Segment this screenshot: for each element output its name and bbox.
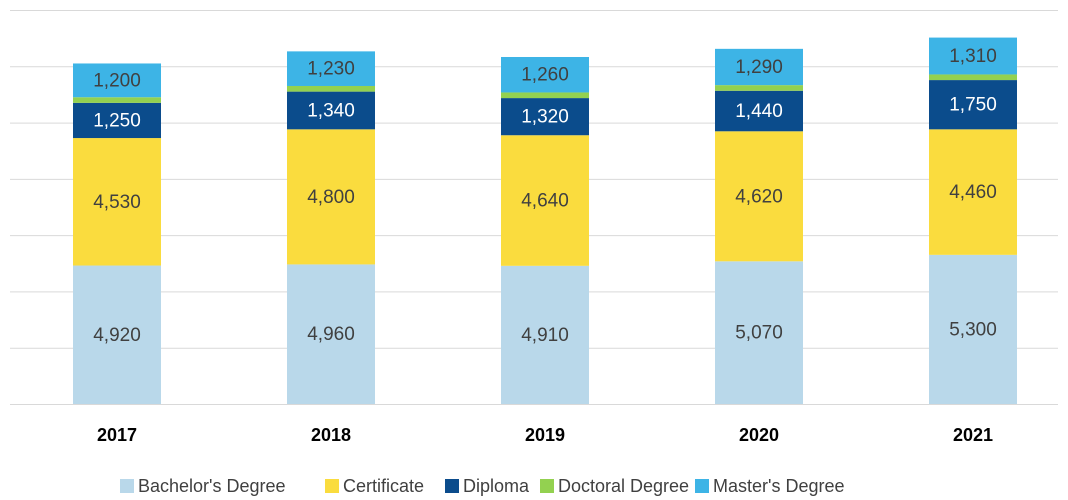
bar-segment: [501, 56, 589, 93]
legend-label: Doctoral Degree: [558, 476, 689, 496]
data-label: 4,910: [521, 325, 569, 346]
bar-segment: [501, 98, 589, 136]
legend-swatch: [445, 479, 459, 493]
bar-segment: [287, 129, 375, 265]
legend-label: Master's Degree: [713, 476, 844, 496]
bar-segment: [929, 129, 1017, 255]
bar-segment: [715, 90, 803, 132]
data-label: 4,620: [735, 186, 783, 207]
x-tick-label: 2020: [739, 425, 779, 445]
legend-label: Bachelor's Degree: [138, 476, 286, 496]
bar-segment: [73, 265, 161, 404]
bar-segment: [501, 135, 589, 266]
bar-segment: [287, 91, 375, 130]
data-label: 4,530: [93, 192, 141, 213]
bar-segment: [73, 97, 161, 103]
data-label: 4,960: [307, 324, 355, 345]
bar-segment: [501, 92, 589, 99]
bar-segment: [287, 85, 375, 92]
bar-segment: [73, 63, 161, 98]
data-label: 1,260: [521, 65, 569, 86]
x-tick-label: 2018: [311, 425, 351, 445]
data-label: 1,290: [735, 57, 783, 78]
data-label: 1,200: [93, 70, 141, 91]
bar-segment: [929, 80, 1017, 130]
x-tick-label: 2017: [97, 425, 137, 445]
data-label: 4,640: [521, 191, 569, 212]
data-label: 1,340: [307, 100, 355, 121]
legend-label: Diploma: [463, 476, 530, 496]
x-tick-label: 2019: [525, 425, 565, 445]
data-label: 4,460: [949, 182, 997, 203]
bar-segment: [715, 261, 803, 404]
bar-segment: [929, 37, 1017, 75]
legend-swatch: [325, 479, 339, 493]
bar-segment: [73, 102, 161, 139]
legend-swatch: [540, 479, 554, 493]
bar-segment: [929, 74, 1017, 81]
bar-segment: [715, 48, 803, 86]
bar-segment: [715, 131, 803, 262]
data-label: 1,440: [735, 101, 783, 122]
data-label: 5,300: [949, 319, 997, 340]
data-label: 1,230: [307, 59, 355, 80]
data-label: 1,750: [949, 95, 997, 116]
bar-segment: [287, 264, 375, 404]
data-label: 5,070: [735, 323, 783, 344]
data-label: 4,920: [93, 325, 141, 346]
data-label: 1,310: [949, 46, 997, 67]
x-tick-label: 2021: [953, 425, 993, 445]
bar-segment: [715, 85, 803, 91]
bar-segment: [73, 138, 161, 266]
bar-segment: [501, 265, 589, 404]
data-label: 1,250: [93, 110, 141, 131]
legend-swatch: [695, 479, 709, 493]
bar-segment: [929, 254, 1017, 404]
legend-swatch: [120, 479, 134, 493]
bar-segment: [287, 51, 375, 86]
data-label: 1,320: [521, 107, 569, 128]
data-label: 4,800: [307, 187, 355, 208]
legend-label: Certificate: [343, 476, 424, 496]
